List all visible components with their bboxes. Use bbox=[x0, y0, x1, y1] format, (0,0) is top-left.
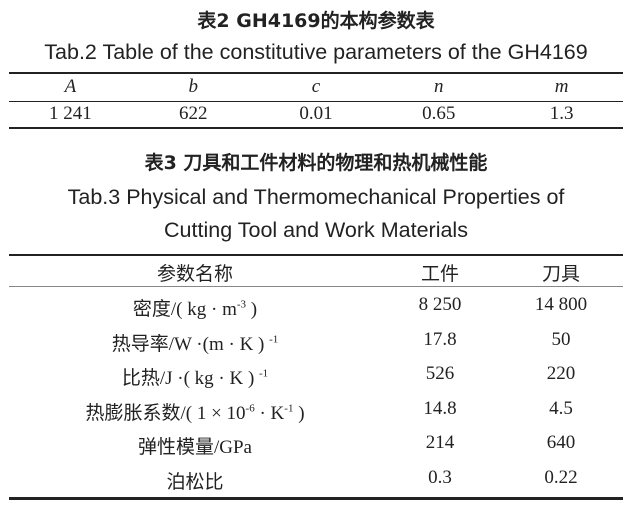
tool-cell: 220 bbox=[546, 363, 576, 384]
table2-title-cn: 表2 GH4169的本构参数表 bbox=[197, 10, 435, 32]
param-cell: 比热/J ·( kg · K ) -1 bbox=[121, 367, 269, 389]
table3-title-en-1: Tab.3 Physical and Thermomechanical Prop… bbox=[67, 185, 565, 209]
workpiece-cell: 8 250 bbox=[418, 294, 462, 315]
cell: 0.01 bbox=[299, 103, 333, 124]
table3-row: 比热/J ·( kg · K ) -1 526 220 bbox=[9, 363, 623, 390]
table2-bottom-rule bbox=[9, 127, 623, 129]
cell: 1.3 bbox=[549, 103, 574, 124]
table2-top-rule bbox=[9, 72, 623, 74]
table3-row: 密度/( kg · m-3 ) 8 250 14 800 bbox=[9, 294, 623, 321]
header-cell: b bbox=[188, 76, 198, 97]
workpiece-cell: 526 bbox=[425, 363, 455, 384]
table3-title-en-2: Cutting Tool and Work Materials bbox=[164, 218, 468, 242]
workpiece-cell: 214 bbox=[425, 432, 455, 453]
workpiece-cell: 14.8 bbox=[423, 397, 457, 419]
tool-cell: 14 800 bbox=[534, 294, 588, 315]
header-cell: 参数名称 bbox=[156, 264, 233, 285]
table3-mid-rule bbox=[9, 286, 623, 287]
cell: 0.65 bbox=[422, 103, 456, 124]
header-cell: 工件 bbox=[420, 264, 459, 285]
workpiece-cell: 0.3 bbox=[428, 466, 452, 488]
cell: 622 bbox=[178, 103, 208, 124]
tool-cell: 50 bbox=[551, 328, 571, 350]
workpiece-cell: 17.8 bbox=[423, 328, 457, 350]
header-cell: m bbox=[554, 76, 569, 97]
header-cell: 刀具 bbox=[541, 264, 580, 285]
table2-row: 1 241 622 0.01 0.65 1.3 bbox=[9, 103, 623, 125]
table3-row: 热膨胀系数/( 1 × 10-6 · K-1 ) 14.8 4.5 bbox=[9, 398, 623, 425]
tool-cell: 4.5 bbox=[549, 397, 573, 419]
param-cell: 热膨胀系数/( 1 × 10-6 · K-1 ) bbox=[85, 402, 305, 424]
param-cell: 热导率/W ·(m · K ) -1 bbox=[111, 333, 279, 355]
param-cell: 泊松比 bbox=[166, 471, 224, 493]
header-cell: A bbox=[64, 76, 77, 97]
table2-mid-rule bbox=[9, 101, 623, 102]
table2-title-en: Tab.2 Table of the constitutive paramete… bbox=[44, 40, 588, 64]
table3-header: 参数名称 工件 刀具 bbox=[9, 259, 623, 286]
table3-row: 弹性模量/GPa 214 640 bbox=[9, 432, 623, 459]
tool-cell: 0.22 bbox=[544, 466, 578, 488]
table3-bottom-rule bbox=[9, 497, 623, 500]
tool-cell: 640 bbox=[546, 432, 576, 453]
param-cell: 弹性模量/GPa bbox=[137, 437, 252, 458]
header-cell: c bbox=[311, 76, 321, 97]
param-cell: 密度/( kg · m-3 ) bbox=[132, 298, 258, 320]
table3-top-rule bbox=[9, 254, 623, 256]
table3-row: 泊松比 0.3 0.22 bbox=[9, 467, 623, 494]
header-cell: n bbox=[434, 76, 444, 97]
cell: 1 241 bbox=[49, 103, 92, 124]
table3-row: 热导率/W ·(m · K ) -1 17.8 50 bbox=[9, 329, 623, 356]
table3-title-cn: 表3 刀具和工件材料的物理和热机械性能 bbox=[144, 152, 488, 174]
